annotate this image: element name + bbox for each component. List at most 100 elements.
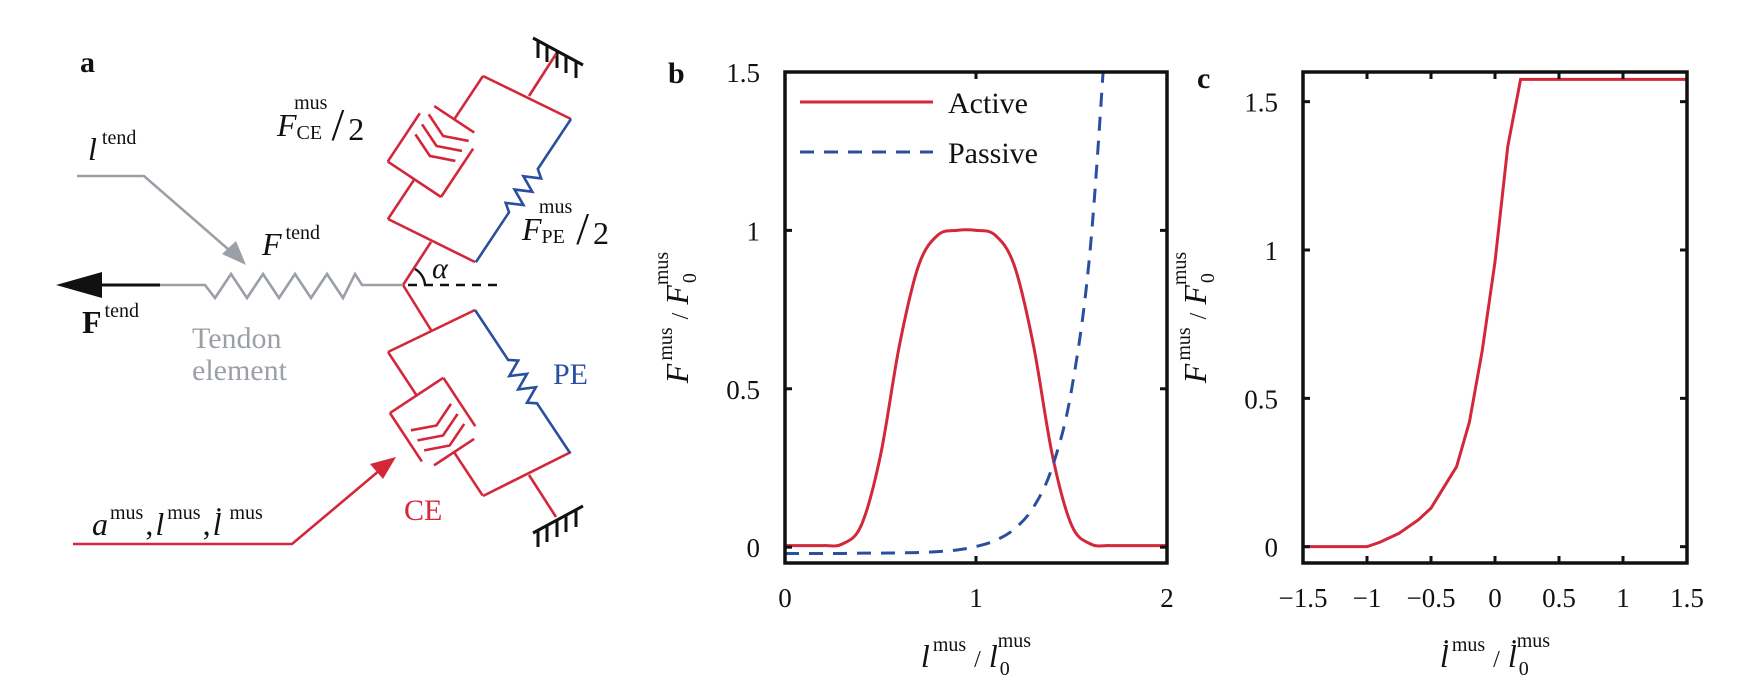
muscle-input-line — [73, 464, 387, 546]
x-axis-label: l̇ mus/l̇ 0mus — [1440, 630, 1550, 680]
pennation-angle-arc — [414, 267, 427, 286]
series-line-active — [785, 228, 1167, 548]
f-pe-sup: mus — [539, 196, 573, 218]
y-axis-label-num-sup: mus — [1173, 327, 1195, 361]
l-tend-sup: tend — [102, 127, 136, 149]
panel-label-c: c — [1197, 62, 1210, 95]
f-tend-force-sup: tend — [105, 300, 139, 322]
tendon-force-arrowhead-icon — [56, 272, 102, 298]
x-axis-label-num: l̇ — [1440, 638, 1449, 674]
y-axis-label-den: F — [1177, 285, 1213, 306]
y-tick-label: 0.5 — [1244, 384, 1278, 414]
x-axis-label-slash: / — [1493, 647, 1500, 673]
muscle-inputs-label: a mus,l mus,l̇ mus — [92, 502, 263, 542]
f-tend-force-base: F — [82, 304, 102, 340]
upper-bottom-edge — [387, 217, 476, 264]
input-l-sup: mus — [167, 502, 201, 524]
lower-pe-spring-icon — [473, 309, 572, 454]
f-pe-sub: PE — [542, 226, 565, 248]
x-axis-label-den-sup: mus — [998, 630, 1032, 652]
x-axis-label: l mus/l 0mus — [921, 630, 1031, 680]
input-a-base: a — [92, 506, 108, 542]
muscle-input-arrowhead-icon — [370, 457, 396, 479]
x-tick-label: 0.5 — [1542, 583, 1576, 613]
y-axis-label: Fmus / F 0 mus — [651, 252, 701, 385]
y-axis-label-den-sup: mus — [1169, 252, 1191, 286]
lower-bottom-edge — [482, 450, 572, 498]
x-axis-label-den: l̇ — [1508, 638, 1517, 674]
input-sep-2: , — [203, 506, 211, 542]
axes-frame — [1301, 70, 1689, 565]
legend: Active Passive — [800, 87, 1038, 170]
f-ce-base: F — [276, 107, 297, 143]
tendon-input-arrowhead-icon — [222, 241, 246, 265]
tendon-spring-icon — [160, 271, 403, 301]
y-axis-label-den-sub: 0 — [1197, 273, 1219, 283]
y-tick-label: 1 — [747, 216, 761, 246]
x-tick-label: 1 — [969, 583, 983, 613]
x-axis-label-den: l — [989, 638, 998, 674]
y-axis-label-den-sub: 0 — [679, 273, 701, 283]
input-sep-1: , — [145, 506, 153, 542]
f-tend-spring-sup: tend — [286, 222, 320, 244]
legend-label-active: Active — [948, 87, 1028, 120]
f-pe-base: F — [521, 211, 542, 247]
tendon-element-label-line2: element — [192, 354, 288, 387]
y-tick-label: 0 — [747, 533, 761, 563]
lower-link — [401, 284, 433, 331]
x-tick-label: 0 — [1488, 583, 1502, 613]
x-axis-label-num-sup: mus — [933, 634, 967, 656]
upper-top-edge — [482, 74, 572, 121]
x-tick-label: −1.5 — [1279, 583, 1328, 613]
input-a-sup: mus — [110, 502, 144, 524]
f-ce-label: FCE mus/2 — [276, 92, 364, 150]
f-ce-sub: CE — [297, 122, 323, 144]
y-axis-label-den: F — [659, 285, 695, 306]
x-tick-label: 0 — [778, 583, 792, 613]
x-tick-label: 2 — [1160, 583, 1174, 613]
bottom-anchor-link — [527, 474, 558, 518]
upper-ce-damper-icon — [386, 75, 485, 220]
alpha-label: α — [432, 252, 449, 285]
top-ground-icon — [532, 36, 584, 78]
x-axis-label-den-sub: 0 — [1000, 658, 1010, 680]
y-axis-label-num: F — [659, 363, 695, 384]
y-tick-label: 0 — [1265, 533, 1279, 563]
y-axis-label-num-sup: mus — [655, 327, 677, 361]
lower-top-edge — [387, 308, 476, 354]
y-tick-label: 1 — [1265, 236, 1279, 266]
x-axis-label-den-sup: mus — [1517, 630, 1551, 652]
series-group — [1303, 77, 1687, 549]
f-tend-spring-base: F — [261, 226, 282, 262]
tendon-element-label-line1: Tendon — [192, 322, 282, 355]
input-ldot-base: l̇ — [213, 506, 222, 542]
y-tick-label: 1.5 — [726, 58, 760, 88]
panel-b-chart: b0 1 200.511.5l mus/l 0musFmus/F0musActivePa… — [651, 57, 1174, 680]
ce-label: CE — [404, 494, 442, 527]
x-tick-label: 1.5 — [1670, 583, 1704, 613]
tendon-length-input-line — [77, 174, 237, 257]
pe-label: PE — [553, 358, 588, 391]
f-ce-slash: / — [331, 99, 344, 150]
upper-pe-spring-icon — [474, 118, 573, 263]
l-tend-base: l — [88, 131, 97, 167]
l-tend-label: l tend — [88, 127, 136, 167]
y-axis-label: Fmus / F 0 mus — [1169, 252, 1219, 385]
panel-label-b: b — [668, 57, 685, 90]
f-pe-label: FPE mus/2 — [521, 196, 609, 254]
bottom-ground-icon — [532, 504, 584, 547]
panel-label-a: a — [80, 46, 95, 79]
input-l-base: l — [155, 506, 164, 542]
x-axis-label-slash: / — [974, 647, 981, 673]
x-tick-label: 1 — [1616, 583, 1630, 613]
series-group — [785, 72, 1167, 556]
input-ldot-sup: mus — [229, 502, 263, 524]
legend-label-passive: Passive — [948, 137, 1038, 170]
f-pe-slash: / — [576, 203, 589, 254]
lower-muscle-unit — [386, 308, 572, 498]
series-line-0 — [1303, 77, 1687, 549]
x-axis-label-num-sup: mus — [1452, 634, 1486, 656]
